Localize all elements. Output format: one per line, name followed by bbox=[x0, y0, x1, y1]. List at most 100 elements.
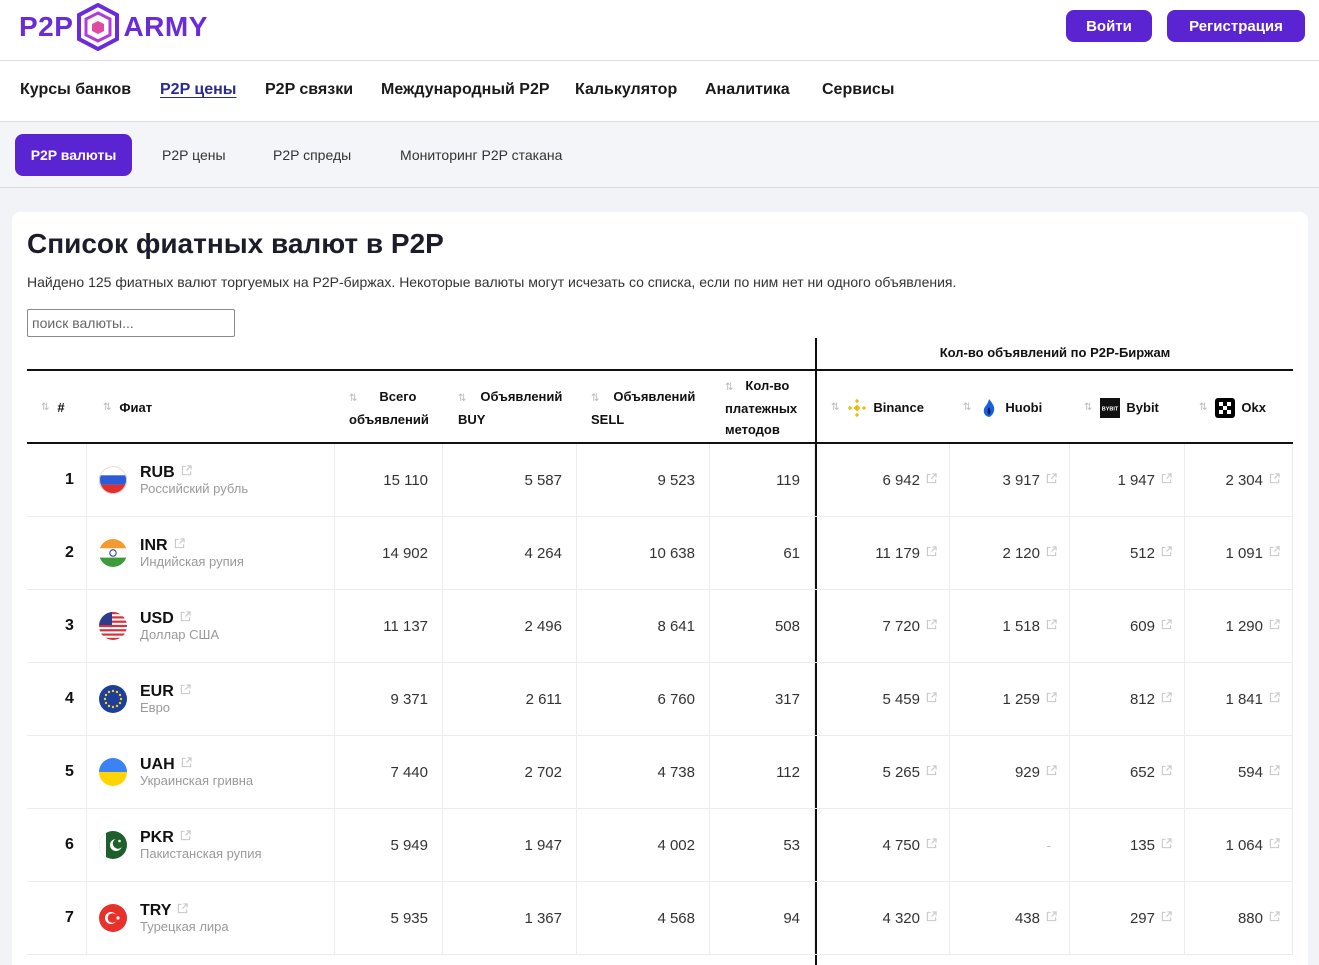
external-link-icon[interactable] bbox=[1269, 473, 1280, 484]
exchange-count[interactable]: 5 459 bbox=[882, 691, 937, 708]
external-link-icon[interactable] bbox=[1161, 765, 1172, 776]
external-link-icon[interactable] bbox=[177, 903, 189, 914]
external-link-icon[interactable] bbox=[1269, 838, 1280, 849]
exchange-count[interactable]: 2 120 bbox=[1002, 545, 1057, 562]
exchange-count[interactable]: 2 304 bbox=[1225, 472, 1280, 489]
external-link-icon[interactable] bbox=[1046, 911, 1057, 922]
col-rank-header[interactable]: ⇅ # bbox=[41, 371, 87, 444]
external-link-icon[interactable] bbox=[1161, 546, 1172, 557]
external-link-icon[interactable] bbox=[1161, 473, 1172, 484]
exchange-count[interactable]: 1 518 bbox=[1002, 618, 1057, 635]
external-link-icon[interactable] bbox=[926, 619, 937, 630]
exchange-count[interactable]: 880 bbox=[1238, 910, 1280, 927]
cell-buy: 1 367 bbox=[443, 882, 577, 955]
col-huobi-header[interactable]: ⇅ Huobi bbox=[963, 371, 1073, 444]
external-link-icon[interactable] bbox=[180, 611, 191, 622]
exchange-count[interactable]: 512 bbox=[1130, 545, 1172, 562]
currency-code[interactable]: USD bbox=[140, 610, 191, 628]
external-link-icon[interactable] bbox=[1269, 619, 1280, 630]
external-link-icon[interactable] bbox=[926, 692, 937, 703]
tab-p2p-currencies[interactable]: P2P валюты bbox=[15, 134, 132, 176]
external-link-icon[interactable] bbox=[1161, 692, 1172, 703]
exchange-count[interactable]: 6 942 bbox=[882, 472, 937, 489]
logo[interactable]: P2P ARMY bbox=[19, 2, 208, 52]
exchange-count[interactable]: 1 091 bbox=[1225, 545, 1280, 562]
tab-p2p-spreads[interactable]: P2P спреды bbox=[273, 147, 352, 163]
nav-p2p-prices[interactable]: P2P цены bbox=[160, 81, 237, 98]
external-link-icon[interactable] bbox=[926, 546, 937, 557]
exchange-count[interactable]: 594 bbox=[1238, 764, 1280, 781]
col-methods-header[interactable]: ⇅ Кол-во платежных методов bbox=[725, 378, 798, 437]
external-link-icon[interactable] bbox=[1269, 911, 1280, 922]
tab-p2p-prices[interactable]: P2P цены bbox=[162, 147, 226, 163]
exchange-count: - bbox=[1046, 838, 1051, 853]
exchange-count[interactable]: 929 bbox=[1015, 764, 1057, 781]
nav-analytics[interactable]: Аналитика bbox=[705, 81, 790, 98]
external-link-icon[interactable] bbox=[180, 684, 191, 695]
currency-code[interactable]: PKR bbox=[140, 829, 191, 847]
exchange-count[interactable]: 3 917 bbox=[1002, 472, 1057, 489]
search-input[interactable] bbox=[27, 309, 235, 337]
flag-pk-icon bbox=[99, 831, 127, 859]
currency-table: Кол-во объявлений по P2P-Биржам ⇅ # ⇅ Фиат… bbox=[27, 338, 1293, 965]
tab-orderbook-monitoring[interactable]: Мониторинг P2P стакана bbox=[400, 147, 563, 163]
exchange-count[interactable]: 1 947 bbox=[1117, 472, 1172, 489]
exchange-count[interactable]: 1 841 bbox=[1225, 691, 1280, 708]
exchange-count[interactable]: 4 320 bbox=[882, 910, 937, 927]
rank-number: 7 bbox=[65, 909, 74, 926]
login-button[interactable]: Войти bbox=[1066, 10, 1152, 42]
col-binance-header[interactable]: ⇅ Binance bbox=[831, 371, 951, 444]
col-okx-header[interactable]: ⇅ Okx bbox=[1199, 371, 1293, 444]
external-link-icon[interactable] bbox=[926, 911, 937, 922]
external-link-icon[interactable] bbox=[1046, 473, 1057, 484]
external-link-icon[interactable] bbox=[1161, 619, 1172, 630]
external-link-icon[interactable] bbox=[1161, 911, 1172, 922]
exchange-count[interactable]: 7 720 bbox=[882, 618, 937, 635]
count-value: 8 641 bbox=[657, 618, 695, 635]
external-link-icon[interactable] bbox=[181, 465, 192, 476]
exchange-count[interactable]: 1 290 bbox=[1225, 618, 1280, 635]
col-buy-header[interactable]: ⇅ Объявлений BUY bbox=[458, 388, 563, 427]
external-link-icon[interactable] bbox=[1161, 838, 1172, 849]
external-link-icon[interactable] bbox=[1046, 765, 1057, 776]
col-total-header[interactable]: ⇅ Всего объявлений bbox=[349, 388, 429, 427]
external-link-icon[interactable] bbox=[926, 838, 937, 849]
sort-icon: ⇅ bbox=[591, 392, 600, 404]
currency-code[interactable]: EUR bbox=[140, 683, 191, 701]
external-link-icon[interactable] bbox=[926, 473, 937, 484]
currency-code[interactable]: RUB bbox=[140, 464, 192, 482]
register-button[interactable]: Регистрация bbox=[1167, 10, 1305, 42]
external-link-icon[interactable] bbox=[181, 757, 192, 768]
external-link-icon[interactable] bbox=[1046, 619, 1057, 630]
exchange-count[interactable]: 11 179 bbox=[875, 545, 937, 562]
nav-calculator[interactable]: Калькулятор bbox=[575, 81, 678, 98]
exchange-count[interactable]: 4 750 bbox=[882, 837, 937, 854]
external-link-icon[interactable] bbox=[1269, 546, 1280, 557]
col-bybit-header[interactable]: ⇅ BYBIT Bybit bbox=[1084, 371, 1184, 444]
exchange-count[interactable]: 5 265 bbox=[882, 764, 937, 781]
external-link-icon[interactable] bbox=[1269, 765, 1280, 776]
exchange-count[interactable]: 1 259 bbox=[1002, 691, 1057, 708]
external-link-icon[interactable] bbox=[1046, 546, 1057, 557]
external-link-icon[interactable] bbox=[926, 765, 937, 776]
nav-p2p-links[interactable]: P2P связки bbox=[265, 81, 354, 98]
exchange-count[interactable]: 609 bbox=[1130, 618, 1172, 635]
external-link-icon[interactable] bbox=[180, 830, 191, 841]
exchange-count[interactable]: 297 bbox=[1130, 910, 1172, 927]
external-link-icon[interactable] bbox=[1269, 692, 1280, 703]
exchange-count[interactable]: 438 bbox=[1015, 910, 1057, 927]
currency-code[interactable]: UAH bbox=[140, 756, 192, 774]
exchange-count[interactable]: 812 bbox=[1130, 691, 1172, 708]
exchange-count[interactable]: 135 bbox=[1130, 837, 1172, 854]
nav-services[interactable]: Сервисы bbox=[822, 81, 895, 98]
external-link-icon[interactable] bbox=[174, 538, 185, 549]
col-fiat-header[interactable]: ⇅ Фиат bbox=[103, 371, 333, 444]
nav-international-p2p[interactable]: Международный P2P bbox=[381, 81, 550, 98]
currency-code[interactable]: TRY bbox=[140, 902, 189, 920]
external-link-icon[interactable] bbox=[1046, 692, 1057, 703]
nav-bank-rates[interactable]: Курсы банков bbox=[20, 81, 132, 98]
col-sell-header[interactable]: ⇅ Объявлений SELL bbox=[591, 388, 696, 427]
exchange-count[interactable]: 1 064 bbox=[1225, 837, 1280, 854]
currency-code[interactable]: INR bbox=[140, 537, 185, 555]
exchange-count[interactable]: 652 bbox=[1130, 764, 1172, 781]
